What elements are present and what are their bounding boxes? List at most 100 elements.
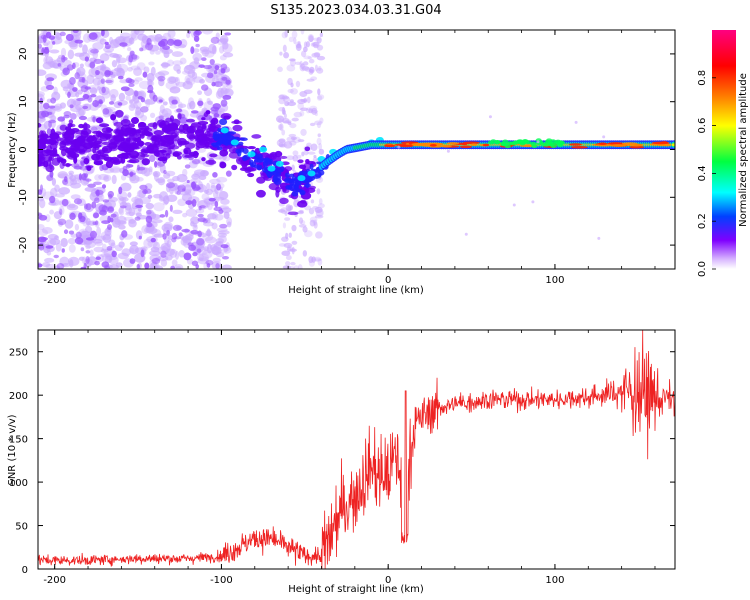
spectrogram-cell bbox=[109, 167, 122, 174]
snr-panel: -200 -100 0 100 0 50 100 150 200 250 Height of s… bbox=[7, 329, 676, 595]
spectrogram-cell bbox=[202, 246, 210, 251]
spectrogram-cell bbox=[249, 159, 254, 167]
spectrogram-cell bbox=[52, 40, 56, 45]
spectrogram-cell bbox=[104, 70, 114, 76]
spectrogram-cell bbox=[239, 137, 248, 142]
spectrogram-cell bbox=[482, 143, 490, 147]
spectrogram-cell bbox=[150, 237, 156, 243]
spectrogram-cell bbox=[40, 34, 47, 40]
spectrogram-cell bbox=[39, 130, 44, 137]
spectrogram-cell bbox=[141, 225, 150, 235]
spectrogram-cell bbox=[191, 260, 199, 267]
y-tick-label: -10 bbox=[18, 189, 29, 205]
spectrogram-cell bbox=[307, 170, 316, 177]
spectrogram-cell bbox=[57, 218, 67, 226]
x-tick-label: 0 bbox=[385, 275, 391, 286]
spectrogram-cell bbox=[488, 115, 492, 119]
spectrogram-cell bbox=[292, 150, 299, 156]
spectrogram-cell bbox=[82, 105, 89, 110]
spectrogram-cell bbox=[131, 141, 137, 146]
spectrogram-cell bbox=[183, 147, 192, 155]
spectrogram-cell bbox=[212, 257, 221, 263]
spectrogram-cell bbox=[76, 97, 85, 102]
spectrogram-cell bbox=[172, 224, 182, 231]
spectrogram-cell bbox=[281, 129, 286, 136]
spectrogram-cell bbox=[119, 42, 128, 47]
spectrogram-cell bbox=[209, 122, 217, 131]
spectrogram-cell bbox=[190, 216, 200, 225]
spectrogram-cell bbox=[111, 60, 118, 68]
spectrogram-cell bbox=[91, 238, 103, 244]
x-tick-label: 0 bbox=[385, 575, 391, 586]
spectrogram-cell bbox=[201, 30, 214, 35]
spectrogram-cell bbox=[127, 192, 132, 198]
spectrogram-cell bbox=[101, 261, 110, 268]
spectrogram-cell bbox=[126, 143, 131, 148]
spectrogram-cell bbox=[114, 134, 123, 141]
spectrogram-cell bbox=[90, 94, 97, 98]
spectrogram-cell bbox=[219, 54, 227, 61]
spectrogram-cell bbox=[44, 46, 49, 51]
spectrogram-cell bbox=[290, 261, 296, 266]
spectrogram-cell bbox=[78, 115, 88, 121]
spectrogram-cell bbox=[303, 89, 313, 95]
spectrogram-cell bbox=[144, 99, 156, 105]
spectrogram-cell bbox=[38, 197, 45, 202]
spectrogram-cell bbox=[283, 242, 293, 248]
spectrogram-cell bbox=[306, 78, 315, 82]
spectrogram-cell bbox=[59, 31, 66, 37]
spectrogram-cell bbox=[108, 194, 113, 199]
spectrogram-cell bbox=[284, 217, 291, 221]
spectrogram-cell bbox=[38, 159, 43, 167]
spectrogram-cell bbox=[278, 142, 284, 148]
spectrogram-cell bbox=[101, 220, 111, 225]
spectrogram-cell bbox=[317, 94, 325, 100]
spectrogram-cell bbox=[197, 213, 204, 218]
spectrogram-cell bbox=[63, 229, 69, 235]
spectrogram-cell bbox=[153, 193, 163, 199]
colorbar-tick-label: 0.2 bbox=[697, 213, 708, 229]
spectrogram-cell bbox=[302, 61, 309, 66]
spectrogram-cell bbox=[148, 61, 155, 66]
spectrogram-cell bbox=[152, 241, 160, 251]
spectrogram-cell bbox=[81, 76, 86, 84]
spectrogram-cell bbox=[487, 140, 494, 145]
spectrogram-cell bbox=[130, 117, 139, 125]
x-tick-label: 100 bbox=[545, 575, 564, 586]
spectrogram-y-axis-label: Frequency (Hz) bbox=[7, 112, 18, 188]
spectrogram-cell bbox=[192, 76, 204, 83]
spectrogram-cell bbox=[301, 66, 310, 71]
spectrogram-heatmap bbox=[38, 30, 675, 269]
spectrogram-cell bbox=[169, 248, 178, 258]
spectrogram-cell bbox=[145, 202, 154, 210]
spectrogram-cell bbox=[177, 112, 182, 120]
spectrogram-cell bbox=[104, 41, 109, 45]
spectrogram-cell bbox=[91, 201, 97, 209]
spectrogram-cell bbox=[182, 212, 188, 218]
spectrogram-cell bbox=[99, 209, 107, 216]
spectrogram-cell bbox=[131, 54, 138, 60]
spectrogram-cell bbox=[299, 189, 306, 196]
spectrogram-cell bbox=[181, 228, 191, 233]
y-tick-label: 0 bbox=[22, 565, 28, 576]
spectrogram-cell bbox=[87, 95, 93, 103]
spectrogram-cell bbox=[67, 91, 71, 98]
spectrogram-cell bbox=[86, 74, 95, 85]
x-tick-label: -100 bbox=[210, 275, 233, 286]
spectrogram-cell bbox=[67, 49, 75, 60]
spectrogram-cell bbox=[531, 200, 535, 204]
spectrogram-cell bbox=[163, 169, 167, 175]
spectrogram-cell bbox=[301, 151, 305, 157]
spectrogram-cell bbox=[162, 155, 168, 164]
spectrogram-cell bbox=[548, 142, 555, 147]
spectrogram-cell bbox=[38, 43, 42, 49]
spectrogram-cell bbox=[204, 236, 217, 244]
spectrogram-cell bbox=[45, 31, 52, 39]
spectrogram-cell bbox=[319, 117, 324, 124]
spectrogram-cell bbox=[96, 65, 106, 71]
spectrogram-cell bbox=[164, 209, 169, 218]
spectrogram-cell bbox=[94, 260, 100, 266]
spectrogram-cell bbox=[275, 160, 284, 167]
spectrogram-cell bbox=[153, 202, 165, 212]
spectrogram-cell bbox=[186, 77, 196, 86]
